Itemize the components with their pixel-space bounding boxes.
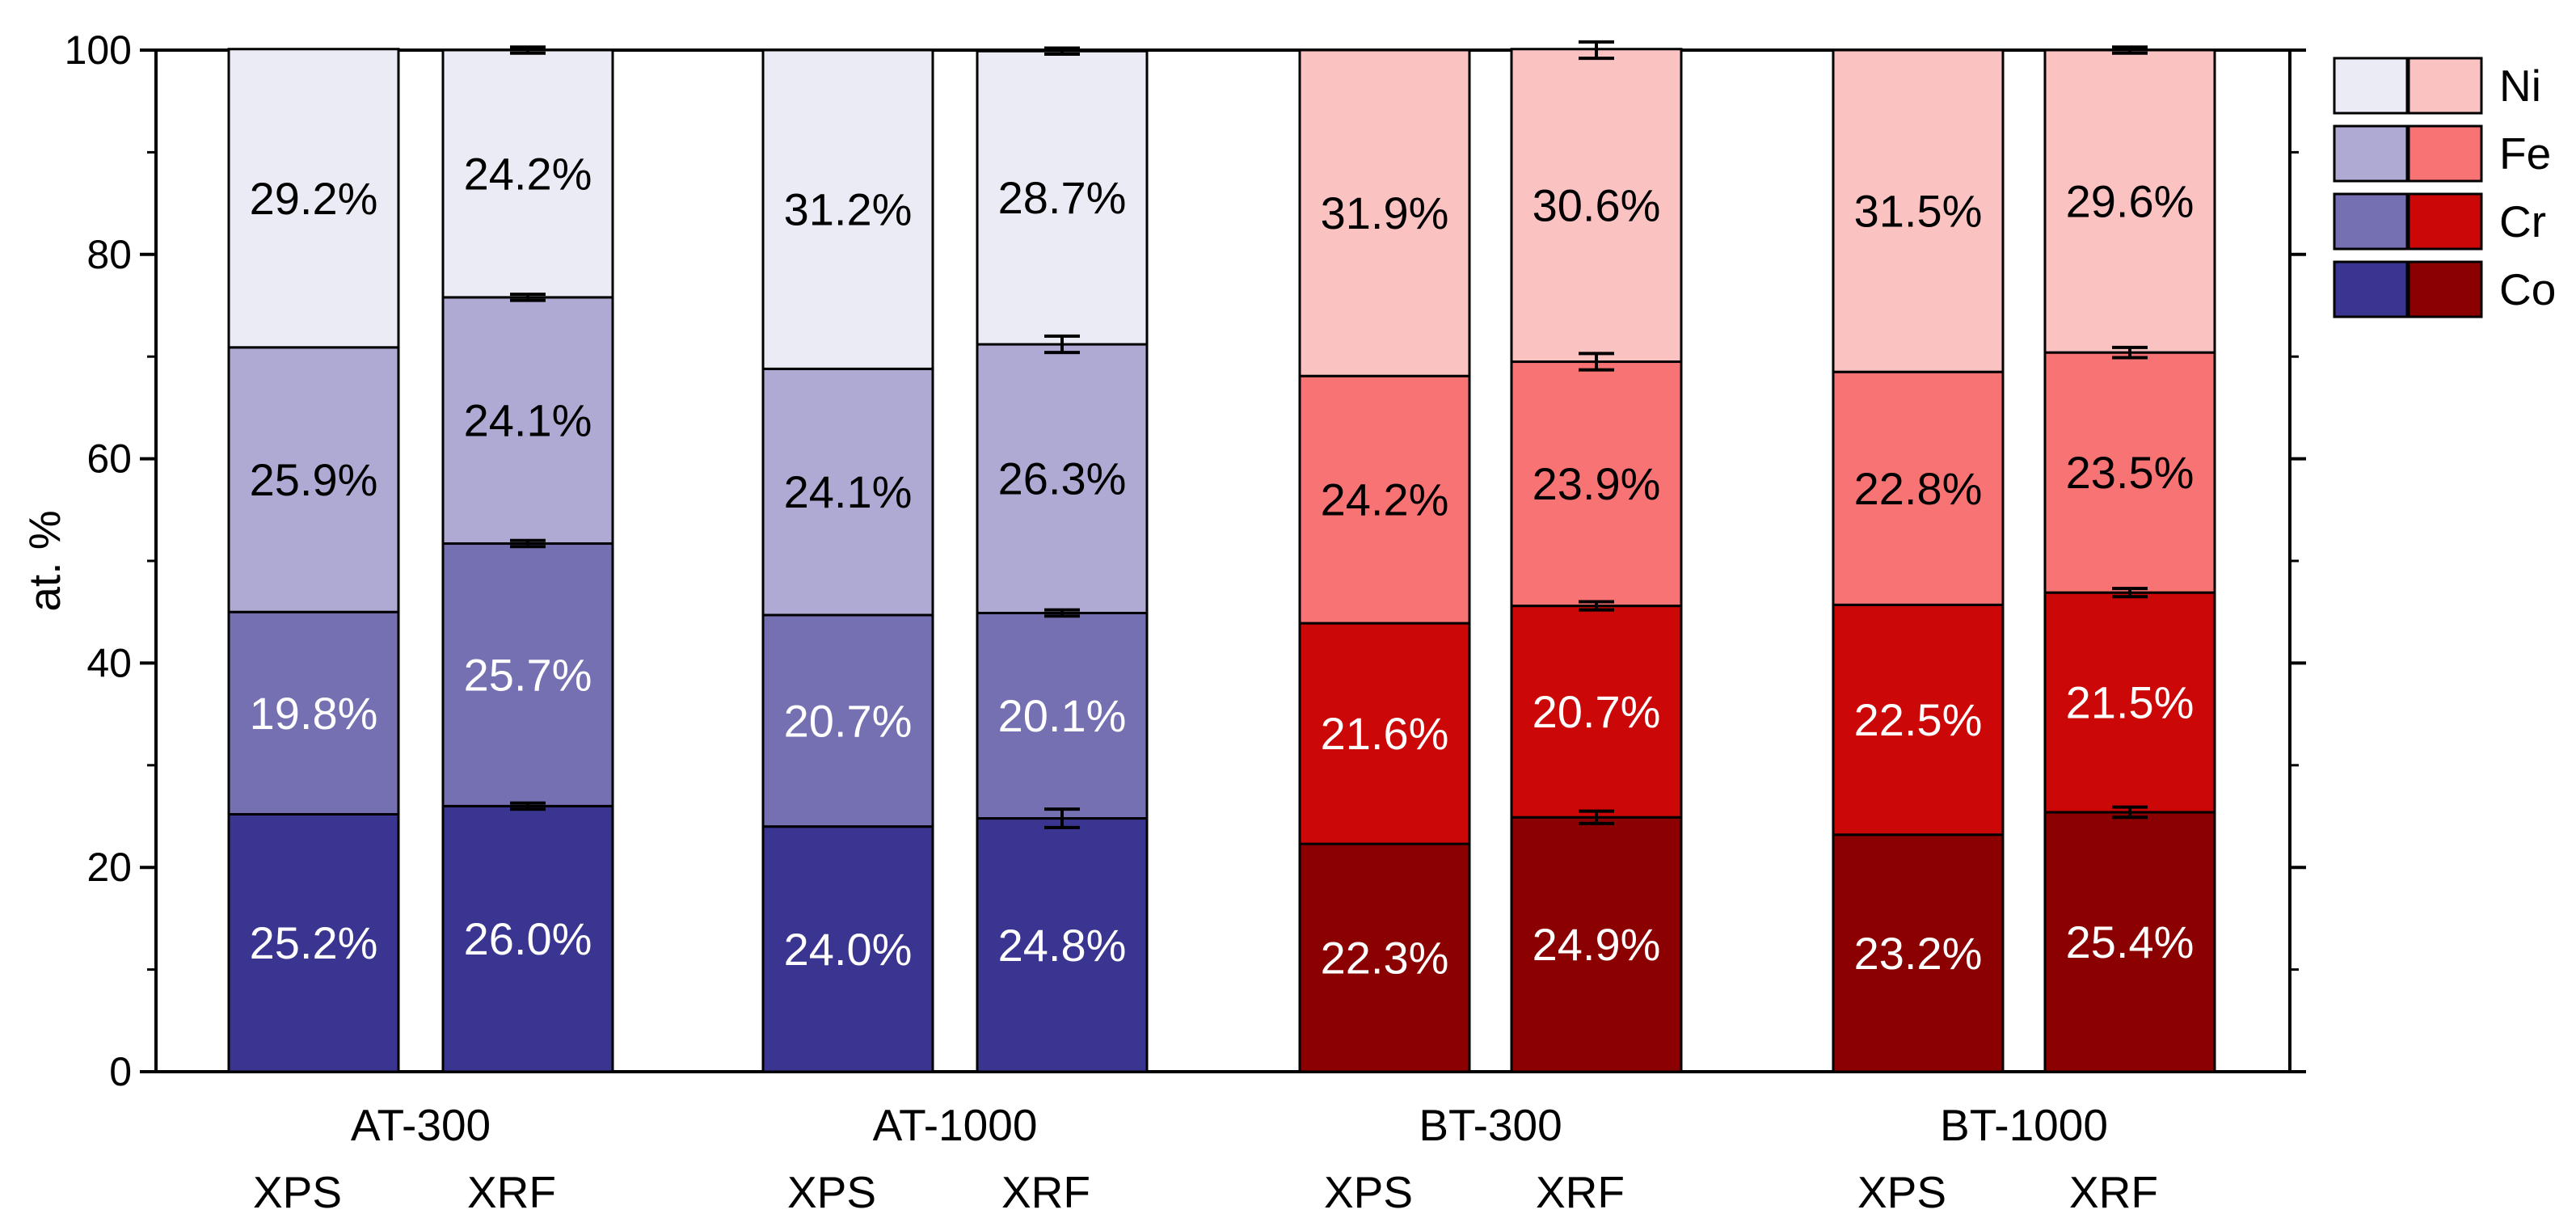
y-tick-label: 100: [65, 27, 132, 73]
bar-segment-fe: [1510, 360, 1683, 608]
segment-label-ni: 31.2%: [784, 184, 913, 235]
legend-swatch-red-co: [2407, 260, 2483, 318]
segment-label-cr: 20.7%: [1533, 686, 1661, 737]
segment-label-fe: 25.9%: [250, 454, 378, 505]
legend-swatch-red-ni: [2407, 57, 2483, 115]
x-group-label: AT-1000: [873, 1100, 1038, 1150]
bar-segment-cr: [2043, 591, 2216, 814]
bar-segment-cr: [441, 542, 614, 807]
y-tick-label: 80: [86, 232, 132, 277]
segment-label-co: 24.0%: [784, 924, 913, 975]
segment-label-cr: 19.8%: [250, 688, 378, 739]
bar-segment-ni: [1832, 48, 2005, 373]
segment-label-ni: 31.5%: [1854, 186, 1983, 237]
legend-swatch-red-fe: [2407, 124, 2483, 183]
bar-segment-ni: [761, 48, 934, 370]
segment-label-fe: 26.3%: [998, 453, 1127, 504]
bar-segment-co: [441, 804, 614, 1073]
bar-segment-fe: [227, 346, 400, 613]
segment-label-ni: 28.7%: [998, 172, 1127, 223]
segment-label-co: 24.9%: [1533, 919, 1661, 970]
segment-label-fe: 24.1%: [464, 395, 592, 446]
bar-segment-fe: [441, 296, 614, 546]
bar-segment-cr: [761, 613, 934, 828]
segment-label-cr: 25.7%: [464, 649, 592, 700]
segment-label-ni: 29.6%: [2066, 176, 2194, 227]
x-group-label: BT-300: [1419, 1100, 1562, 1150]
segment-label-cr: 20.7%: [784, 695, 913, 746]
x-sub-label: XRF: [2069, 1167, 2158, 1217]
x-sub-label: XPS: [1857, 1167, 1946, 1217]
legend-swatch-blue-ni: [2333, 57, 2409, 115]
x-sub-label: XRF: [1001, 1167, 1090, 1217]
y-tick-label: 60: [86, 436, 132, 482]
bar-segment-co: [761, 825, 934, 1073]
segment-label-ni: 31.9%: [1321, 188, 1449, 238]
x-sub-label: XPS: [1324, 1167, 1413, 1217]
segment-label-fe: 22.8%: [1854, 463, 1983, 514]
y-tick-label: 40: [86, 640, 132, 685]
bar-segment-co: [227, 812, 400, 1073]
bar-segment-cr: [1298, 622, 1471, 845]
segment-label-co: 26.0%: [464, 913, 592, 964]
y-tick-label: 20: [86, 845, 132, 890]
y-axis-label: at. %: [19, 510, 70, 611]
x-group-label: BT-1000: [1940, 1100, 2108, 1150]
segment-label-ni: 30.6%: [1533, 180, 1661, 231]
bar-segment-cr: [976, 611, 1149, 820]
segment-label-cr: 20.1%: [998, 690, 1127, 741]
segment-label-fe: 24.2%: [1321, 474, 1449, 525]
bar-segment-co: [1298, 842, 1471, 1073]
segment-label-co: 22.3%: [1321, 933, 1449, 984]
x-sub-label: XPS: [253, 1167, 342, 1217]
bar-segment-co: [976, 817, 1149, 1073]
bar-segment-co: [1832, 833, 2005, 1073]
bar-segment-fe: [1832, 370, 2005, 606]
segment-label-cr: 21.6%: [1321, 708, 1449, 759]
segment-label-ni: 29.2%: [250, 173, 378, 224]
bar-segment-ni: [1510, 48, 1683, 364]
legend-label: Co: [2499, 264, 2556, 314]
segment-label-co: 25.2%: [250, 917, 378, 968]
segment-label-ni: 24.2%: [464, 148, 592, 199]
bar-segment-co: [2043, 811, 2216, 1073]
segment-label-fe: 23.9%: [1533, 458, 1661, 509]
segment-label-cr: 22.5%: [1854, 694, 1983, 745]
y-tick-label: 0: [109, 1049, 132, 1094]
bar-segment-fe: [761, 367, 934, 617]
legend-swatch-blue-cr: [2333, 192, 2409, 251]
legend-swatch-red-cr: [2407, 192, 2483, 251]
legend-swatch-blue-co: [2333, 260, 2409, 318]
legend-label: Ni: [2499, 61, 2541, 111]
segment-label-fe: 23.5%: [2066, 447, 2194, 498]
bar-segment-cr: [227, 610, 400, 816]
bar-segment-ni: [227, 48, 400, 349]
bar-segment-fe: [976, 343, 1149, 614]
x-sub-label: XRF: [1536, 1167, 1625, 1217]
bar-segment-fe: [2043, 351, 2216, 594]
bar-segment-cr: [1832, 603, 2005, 837]
x-sub-label: XRF: [467, 1167, 556, 1217]
legend-swatch-blue-fe: [2333, 124, 2409, 183]
segment-label-co: 25.4%: [2066, 917, 2194, 967]
bar-segment-ni: [441, 48, 614, 299]
legend-label: Cr: [2499, 196, 2546, 247]
legend-label: Fe: [2499, 129, 2551, 179]
segment-label-fe: 24.1%: [784, 466, 913, 517]
segment-label-co: 23.2%: [1854, 928, 1983, 979]
bar-segment-ni: [1298, 48, 1471, 377]
x-group-label: AT-300: [351, 1100, 491, 1150]
x-sub-label: XPS: [787, 1167, 876, 1217]
segment-label-co: 24.8%: [998, 920, 1127, 971]
segment-label-cr: 21.5%: [2066, 677, 2194, 728]
